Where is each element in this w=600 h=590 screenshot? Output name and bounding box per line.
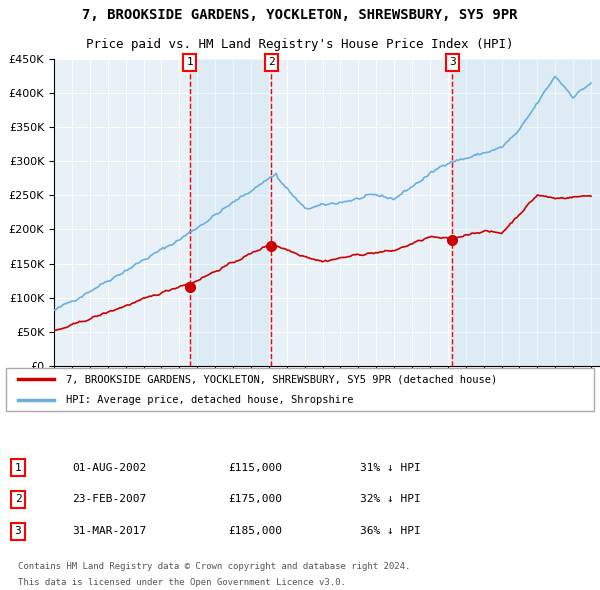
- FancyBboxPatch shape: [6, 368, 594, 411]
- Text: £175,000: £175,000: [228, 494, 282, 504]
- Text: 3: 3: [449, 57, 455, 67]
- Text: 7, BROOKSIDE GARDENS, YOCKLETON, SHREWSBURY, SY5 9PR (detached house): 7, BROOKSIDE GARDENS, YOCKLETON, SHREWSB…: [66, 374, 497, 384]
- Text: 1: 1: [187, 57, 193, 67]
- Text: 01-AUG-2002: 01-AUG-2002: [72, 463, 146, 473]
- Text: 7, BROOKSIDE GARDENS, YOCKLETON, SHREWSBURY, SY5 9PR: 7, BROOKSIDE GARDENS, YOCKLETON, SHREWSB…: [82, 8, 518, 22]
- Bar: [190, 59, 271, 366]
- Text: Price paid vs. HM Land Registry's House Price Index (HPI): Price paid vs. HM Land Registry's House …: [86, 38, 514, 51]
- Text: £185,000: £185,000: [228, 526, 282, 536]
- Text: 1: 1: [14, 463, 22, 473]
- Bar: [452, 59, 600, 366]
- Text: £115,000: £115,000: [228, 463, 282, 473]
- Text: 2: 2: [268, 57, 275, 67]
- Text: 32% ↓ HPI: 32% ↓ HPI: [360, 494, 421, 504]
- Text: Contains HM Land Registry data © Crown copyright and database right 2024.: Contains HM Land Registry data © Crown c…: [18, 562, 410, 572]
- Text: HPI: Average price, detached house, Shropshire: HPI: Average price, detached house, Shro…: [66, 395, 353, 405]
- Text: 2: 2: [14, 494, 22, 504]
- Text: This data is licensed under the Open Government Licence v3.0.: This data is licensed under the Open Gov…: [18, 578, 346, 588]
- Text: 36% ↓ HPI: 36% ↓ HPI: [360, 526, 421, 536]
- Text: 31% ↓ HPI: 31% ↓ HPI: [360, 463, 421, 473]
- Text: 23-FEB-2007: 23-FEB-2007: [72, 494, 146, 504]
- Text: 31-MAR-2017: 31-MAR-2017: [72, 526, 146, 536]
- Text: 3: 3: [14, 526, 22, 536]
